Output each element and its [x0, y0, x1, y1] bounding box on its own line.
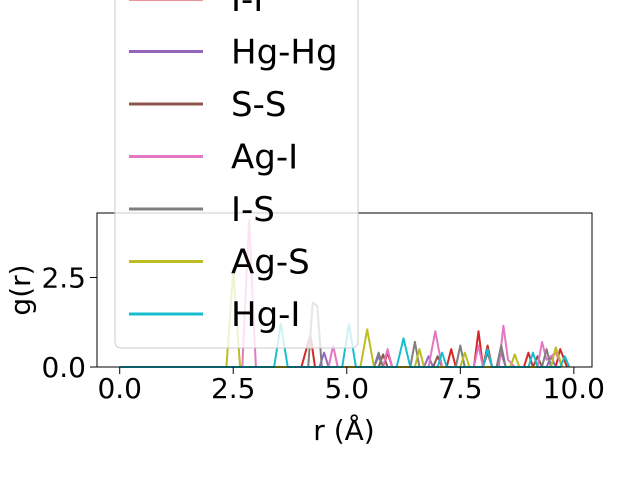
legend-label: Hg-Hg	[231, 33, 338, 73]
y-tick-label: 0.0	[41, 351, 86, 384]
legend-label: S-S	[231, 85, 286, 125]
legend-label: Ag-I	[231, 138, 298, 178]
y-tick-label: 2.5	[41, 261, 86, 294]
legend-label: I-I	[231, 0, 263, 20]
x-tick-label: 7.5	[438, 372, 483, 405]
x-axis: 0.0 2.5 5.0 7.5 10.0	[97, 367, 605, 405]
x-tick-label: 10.0	[543, 372, 605, 405]
legend-label: I-S	[231, 190, 275, 230]
y-axis-label: g(r)	[4, 264, 37, 315]
x-axis-label: r (Å)	[313, 413, 374, 447]
x-tick-label: 2.5	[211, 372, 256, 405]
x-tick-label: 0.0	[97, 372, 142, 405]
y-axis: 0.0 2.5	[41, 261, 97, 384]
legend: I-I Hg-Hg S-S Ag-I I-S Ag-S Hg-I	[114, 0, 359, 349]
legend-label: Ag-S	[231, 243, 310, 283]
x-tick-label: 5.0	[325, 372, 370, 405]
legend-label: Hg-I	[231, 295, 300, 335]
